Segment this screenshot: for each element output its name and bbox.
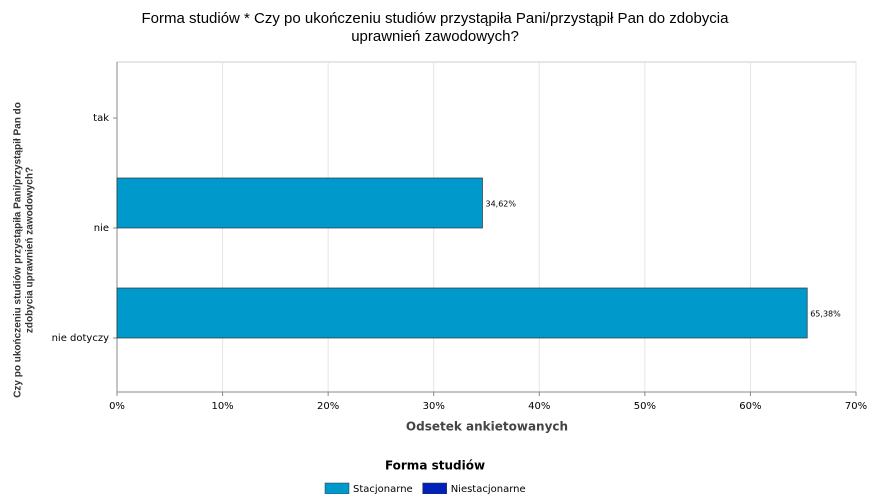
y-axis-title: Czy po ukończeniu studiów przystąpiła Pa… xyxy=(13,102,24,398)
y-tick-label: tak xyxy=(93,113,109,124)
x-tick-label: 60% xyxy=(739,401,761,412)
legend-title: Forma studiów xyxy=(385,459,485,473)
legend-swatch xyxy=(422,482,447,494)
x-tick-label: 0% xyxy=(109,401,125,412)
x-tick-label: 20% xyxy=(317,401,339,412)
x-tick-label: 40% xyxy=(528,401,550,412)
data-label: 65,38% xyxy=(810,310,841,319)
legend-swatch xyxy=(324,482,350,494)
x-axis-title: Odsetek ankietowanych xyxy=(406,420,568,434)
x-tick-label: 10% xyxy=(211,401,233,412)
y-tick-label: nie dotyczy xyxy=(52,333,109,344)
x-tick-label: 30% xyxy=(423,401,445,412)
chart-title: uprawnień zawodowych? xyxy=(351,28,519,45)
x-tick-label: 70% xyxy=(845,401,867,412)
bar xyxy=(116,177,483,229)
chart-title: Forma studiów * Czy po ukończeniu studió… xyxy=(142,10,730,27)
data-label: 34,62% xyxy=(485,200,516,209)
bar xyxy=(116,287,808,339)
legend-label: Niestacjonarne xyxy=(451,484,526,494)
y-axis-title: zdobycia uprawnień zawodowych? xyxy=(25,167,36,333)
legend-label: Stacjonarne xyxy=(353,484,413,494)
y-tick-label: nie xyxy=(94,223,109,234)
x-tick-label: 50% xyxy=(634,401,656,412)
